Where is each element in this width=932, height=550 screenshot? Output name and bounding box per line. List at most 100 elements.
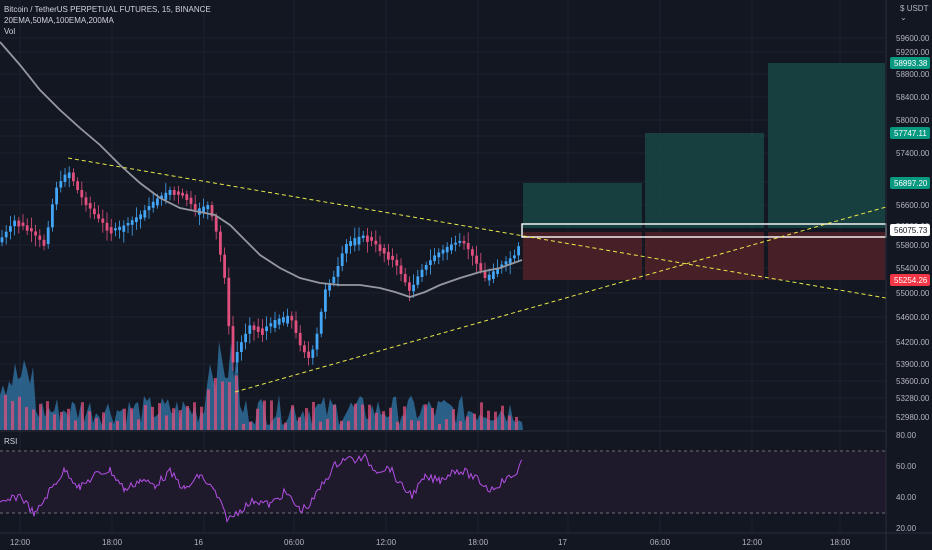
volume-bar xyxy=(375,412,378,430)
volume-bar xyxy=(242,423,245,430)
candle-body xyxy=(420,269,424,278)
rsi-tick: 40.00 xyxy=(896,493,917,502)
rsi-tick: 20.00 xyxy=(896,524,917,533)
candle-body xyxy=(403,274,407,283)
candle-body xyxy=(298,333,302,346)
volume-bar xyxy=(95,418,98,430)
volume-bar xyxy=(74,420,77,430)
candle-body xyxy=(424,264,428,270)
candle-body xyxy=(328,283,331,291)
candle-body xyxy=(38,235,42,240)
candle-body xyxy=(374,240,378,245)
volume-down-bars xyxy=(4,375,518,430)
candle-body xyxy=(135,217,138,223)
volume-legend[interactable]: Vol xyxy=(4,27,16,36)
time-tick: 17 xyxy=(558,538,567,547)
volume-bar xyxy=(487,410,490,430)
trend-lines xyxy=(67,157,887,393)
time-tick: 16 xyxy=(194,538,203,547)
candle-body xyxy=(122,225,126,232)
candle-body xyxy=(126,223,130,226)
volume-bar xyxy=(494,411,497,430)
price-tag-bg xyxy=(890,224,930,236)
price-tick: 58000.00 xyxy=(896,116,930,125)
volume-bar xyxy=(172,408,175,430)
candle-body xyxy=(181,192,184,196)
candle-body xyxy=(332,276,336,284)
candle-body xyxy=(500,264,504,269)
volume-bar xyxy=(151,406,154,430)
candle-body xyxy=(273,320,277,328)
volume-bar xyxy=(207,389,210,430)
volume-bar xyxy=(53,414,56,430)
candle-body xyxy=(286,315,289,324)
candle-body xyxy=(0,237,4,243)
price-tick: 52980.00 xyxy=(896,413,930,422)
candle-body xyxy=(172,190,176,195)
target-zone-2 xyxy=(645,133,764,228)
candle-body xyxy=(114,228,117,231)
candle-body xyxy=(139,214,142,220)
volume-bar xyxy=(123,408,126,430)
candle-body xyxy=(168,190,172,195)
price-tick: 58400.00 xyxy=(896,93,930,102)
price-tag-bg xyxy=(890,177,930,189)
candle-body xyxy=(160,195,163,199)
candle-body xyxy=(475,255,478,264)
volume-bar xyxy=(277,417,280,430)
rsi-axis: 80.00 60.00 40.00 20.00 xyxy=(896,431,917,533)
volume-bar xyxy=(179,410,182,430)
currency-label[interactable]: $ USDT ⌄ xyxy=(900,4,929,22)
candle-body xyxy=(63,174,67,182)
indicators-legend[interactable]: 20EMA,50MA,100EMA,200MA xyxy=(4,16,114,25)
volume-bar xyxy=(270,400,273,430)
descending-trendline xyxy=(67,157,887,299)
volume-bar xyxy=(459,421,462,430)
volume-bar xyxy=(326,418,329,430)
time-tick: 06:00 xyxy=(284,538,305,547)
target-zone-1 xyxy=(523,183,642,228)
time-tick: 12:00 xyxy=(742,538,763,547)
price-tick: 58800.00 xyxy=(896,70,930,79)
candle-body xyxy=(303,345,306,353)
candle-body xyxy=(387,251,390,260)
candle-body xyxy=(487,274,491,281)
candle-body xyxy=(353,238,357,246)
volume-bar xyxy=(256,408,259,430)
volume-bar xyxy=(81,402,84,430)
volume-bar xyxy=(424,404,427,430)
price-tick: 57400.00 xyxy=(896,149,930,158)
ascending-trendline xyxy=(234,206,887,393)
candle-body xyxy=(319,311,323,334)
time-tick: 06:00 xyxy=(650,538,671,547)
candle-body xyxy=(483,270,487,278)
candle-body xyxy=(277,318,281,325)
rsi-band xyxy=(0,451,886,513)
candle-body xyxy=(30,228,33,232)
volume-bar xyxy=(46,401,49,430)
moving-average-line xyxy=(0,41,523,298)
candle-body xyxy=(294,320,298,333)
candle-body xyxy=(109,227,113,234)
candle-body xyxy=(454,242,457,245)
candle-body xyxy=(101,218,105,223)
candle-body xyxy=(361,235,365,239)
symbol-title[interactable]: Bitcoin / TetherUS PERPETUAL FUTURES, 15… xyxy=(4,5,211,14)
volume-bar xyxy=(165,415,168,430)
volume-bar xyxy=(508,415,511,430)
rsi-legend[interactable]: RSI xyxy=(4,437,18,446)
volume-bar xyxy=(480,402,483,430)
candle-body xyxy=(13,220,16,227)
candle-body xyxy=(105,222,109,231)
volume-bar xyxy=(319,421,322,430)
candle-body xyxy=(223,254,226,278)
candle-body xyxy=(240,342,243,352)
time-axis[interactable]: 12:00 18:00 16 06:00 12:00 18:00 17 06:00 12:00 1… xyxy=(10,538,851,547)
volume-bar xyxy=(452,409,455,430)
candle-body xyxy=(324,289,327,312)
volume-bar xyxy=(39,403,42,430)
candle-body xyxy=(315,333,319,350)
volume-bar xyxy=(340,420,343,430)
volume-bar xyxy=(102,412,105,430)
